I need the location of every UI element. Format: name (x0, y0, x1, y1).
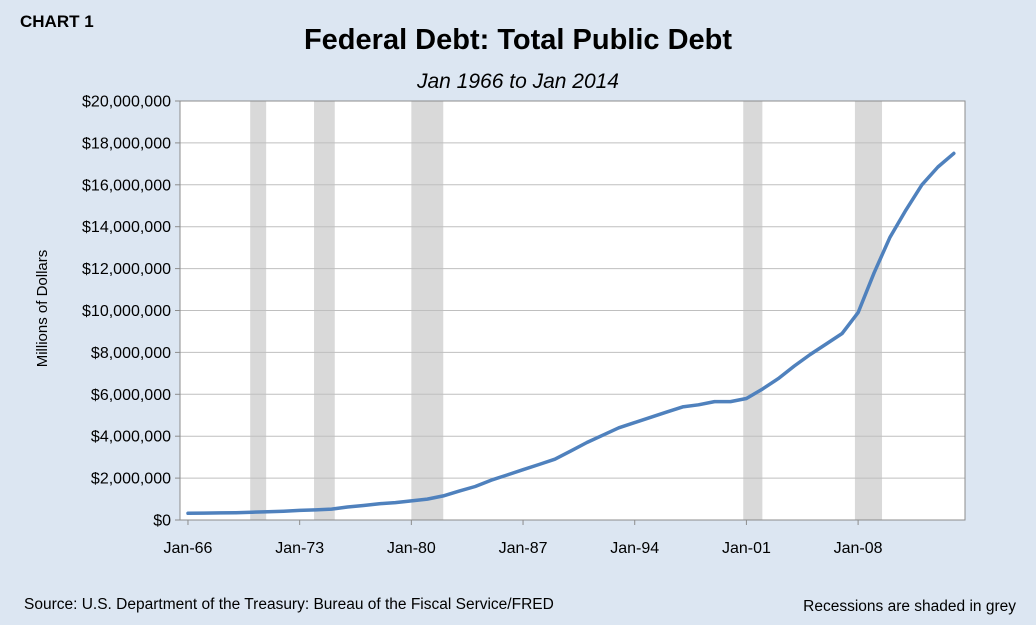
y-tick-label: $8,000,000 (91, 345, 171, 362)
x-tick-label: Jan-87 (499, 540, 548, 557)
x-axis-ticks: Jan-66 Jan-73 Jan-80 Jan-87 Jan-94 Jan-01 Jan-… (164, 520, 883, 557)
chart-number-label: CHART 1 (20, 12, 94, 31)
y-tick-label: $10,000,000 (82, 303, 171, 320)
debt-series-line (186, 151, 956, 516)
x-tick-label: Jan-80 (387, 540, 436, 557)
recession-note: Recessions are shaded in grey (803, 598, 1016, 615)
x-tick-label: Jan-01 (722, 540, 771, 557)
chart-title: Federal Debt: Total Public Debt (303, 24, 733, 56)
y-tick-label: $2,000,000 (91, 471, 171, 488)
x-tick-label: Jan-66 (164, 540, 213, 557)
chart-subtitle: Jan 1966 to Jan 2014 (416, 70, 619, 93)
y-axis-ticks: $0 $2,000,000 $4,000,000 $6,000,000 $8,000,0… (82, 94, 180, 530)
y-tick-label: $20,000,000 (82, 94, 171, 111)
y-tick-label: $14,000,000 (82, 219, 171, 236)
y-tick-label: $6,000,000 (91, 387, 171, 404)
y-tick-label: $0 (153, 513, 171, 530)
y-tick-label: $18,000,000 (82, 135, 171, 152)
y-tick-label: $4,000,000 (91, 429, 171, 446)
y-tick-label: $12,000,000 (82, 261, 171, 278)
y-axis-label: Millions of Dollars (34, 250, 51, 368)
series-layer (186, 151, 956, 516)
x-tick-label: Jan-94 (610, 540, 659, 557)
x-tick-label: Jan-73 (275, 540, 324, 557)
x-tick-label: Jan-08 (834, 540, 883, 557)
source-note: Source: U.S. Department of the Treasury:… (24, 596, 554, 613)
y-tick-label: $16,000,000 (82, 177, 171, 194)
